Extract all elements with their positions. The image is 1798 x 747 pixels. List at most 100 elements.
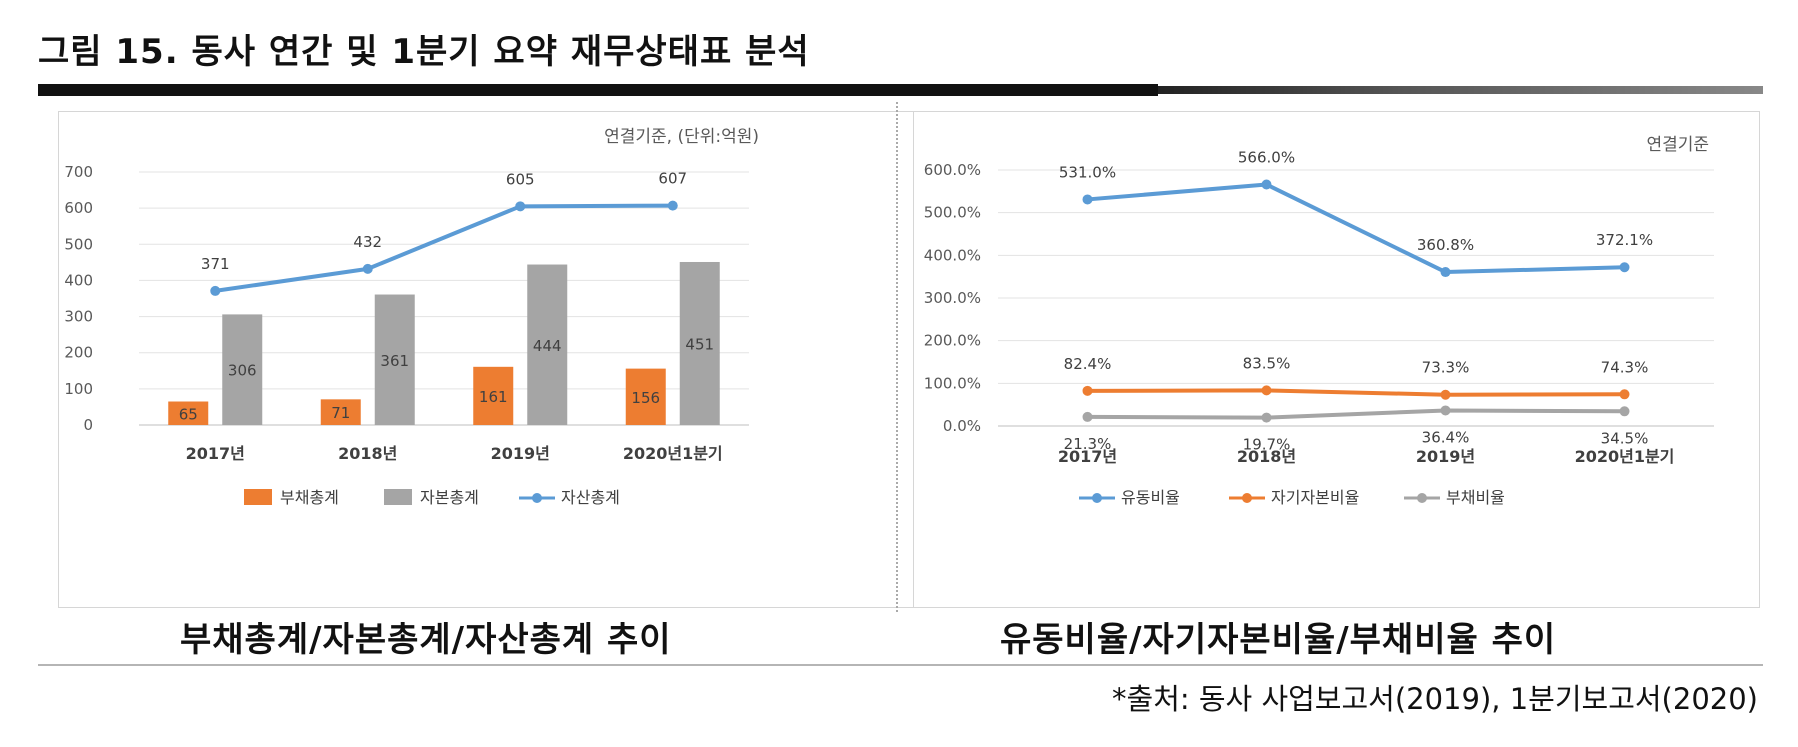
y-tick-label: 0.0% [943, 417, 981, 435]
y-tick-label: 300 [64, 308, 93, 326]
right-chart-title: 유동비율/자기자본비율/부채비율 추이 [1000, 620, 1557, 660]
line-point [210, 285, 221, 296]
title-rule [38, 84, 1763, 96]
bar [168, 401, 209, 425]
x-tick-label: 2019년 [491, 444, 550, 463]
line-point [1261, 385, 1272, 396]
series-line [1085, 182, 1627, 275]
legend-marker [1242, 493, 1252, 503]
left-chart-title: 부채총계/자본총계/자산총계 추이 [180, 620, 672, 660]
panel-divider [896, 102, 898, 612]
line-point [1082, 194, 1093, 205]
line-point [515, 201, 526, 212]
line-value-label: 73.3% [1422, 359, 1470, 377]
legend-marker [532, 493, 542, 503]
y-tick-label: 100.0% [924, 374, 981, 392]
bar [473, 366, 514, 425]
chart-note: 연결기준 [1646, 135, 1709, 155]
line-point [1440, 405, 1451, 416]
y-tick-label: 600.0% [924, 161, 981, 179]
line-point [1619, 389, 1630, 400]
line-point [1082, 385, 1093, 396]
line-point [1261, 412, 1272, 423]
line-value-label: 531.0% [1059, 163, 1116, 181]
line-value-label: 432 [353, 233, 382, 251]
x-tick-label: 2020년1분기 [623, 444, 723, 463]
legend-label: 부채총계 [280, 488, 339, 507]
liability-equity-asset-chart-panel: 연결기준, (단위:억원) 0 100 200 300 400 500 600 700 2017년… [58, 111, 915, 608]
bar [527, 264, 568, 425]
y-tick-label: 500 [64, 235, 93, 253]
series-line-total-assets [213, 203, 675, 293]
line-value-label: 82.4% [1064, 355, 1112, 373]
bar [625, 368, 666, 425]
line-value-label: 566.0% [1238, 149, 1295, 167]
legend-swatch [244, 489, 272, 505]
line-value-label: 83.5% [1243, 354, 1291, 372]
line-point [1261, 179, 1272, 190]
line-point [1619, 406, 1630, 417]
bar-value-label: 71 [331, 404, 350, 422]
bar [320, 399, 361, 425]
x-tick-label: 2018년 [338, 444, 397, 463]
line-value-label: 21.3% [1064, 435, 1112, 453]
y-tick-label: 0 [83, 416, 93, 434]
x-tick-label: 2017년 [186, 444, 245, 463]
series-line [1085, 408, 1627, 420]
y-tick-label: 400.0% [924, 246, 981, 264]
bar-value-label: 161 [479, 388, 508, 406]
bar-value-label: 65 [179, 405, 198, 423]
y-tick-label: 700 [64, 163, 93, 181]
line-value-label: 605 [506, 170, 535, 188]
bottom-rule [38, 664, 1763, 666]
x-tick-label: 2017년 [1058, 447, 1117, 466]
y-tick-label: 100 [64, 380, 93, 398]
line-value-label: 607 [658, 170, 687, 188]
y-tick-label: 600 [64, 199, 93, 217]
bar-value-label: 444 [533, 337, 562, 355]
legend-label: 유동비율 [1121, 488, 1180, 507]
ratio-chart: 연결기준 0.0% 100.0% 200.0% 300.0% 400.0% 500.0% 60… [924, 135, 1714, 507]
legend-label: 자본총계 [420, 488, 479, 507]
legend-label: 자산총계 [561, 488, 620, 507]
line-value-label: 74.3% [1601, 358, 1649, 376]
page-title: 그림 15. 동사 연간 및 1분기 요약 재무상태표 분석 [38, 32, 810, 72]
bar [679, 261, 720, 425]
x-tick-label: 2020년1분기 [1575, 447, 1675, 466]
y-tick-label: 200.0% [924, 332, 981, 350]
line-point [1082, 411, 1093, 422]
legend-label: 자기자본비율 [1271, 488, 1359, 507]
line-value-label: 36.4% [1422, 428, 1470, 446]
line-point [1619, 262, 1630, 273]
line-value-label: 360.8% [1417, 236, 1474, 254]
line-value-label: 19.7% [1243, 436, 1291, 454]
bar [374, 294, 415, 425]
liability-equity-asset-chart: 연결기준, (단위:억원) 0 100 200 300 400 500 600 700 2017년… [64, 127, 759, 507]
line-value-label: 372.1% [1596, 231, 1653, 249]
bar-value-label: 451 [685, 335, 714, 353]
x-tick-label: 2018년 [1237, 447, 1296, 466]
bar-value-label: 306 [228, 362, 257, 380]
bar [222, 314, 263, 425]
chart-note: 연결기준, (단위:억원) [604, 127, 759, 147]
legend-marker [1092, 493, 1102, 503]
bar-value-label: 361 [380, 352, 409, 370]
line-point [1440, 267, 1451, 278]
line-point [667, 200, 678, 211]
line-point [362, 263, 373, 274]
line-value-label: 371 [201, 255, 230, 273]
series-line [1085, 388, 1627, 397]
x-tick-label: 2019년 [1416, 447, 1475, 466]
y-tick-label: 300.0% [924, 289, 981, 307]
source-note: *출처: 동사 사업보고서(2019), 1분기보고서(2020) [1112, 682, 1758, 716]
legend-label: 부채비율 [1446, 488, 1505, 507]
bar-value-label: 156 [631, 389, 660, 407]
legend-marker [1417, 493, 1427, 503]
y-tick-label: 200 [64, 344, 93, 362]
line-value-label: 34.5% [1601, 429, 1649, 447]
legend-swatch [384, 489, 412, 505]
line-point [1440, 389, 1451, 400]
y-tick-label: 400 [64, 271, 93, 289]
ratio-chart-panel: 연결기준 0.0% 100.0% 200.0% 300.0% 400.0% 500.0% 60… [913, 111, 1760, 608]
y-tick-label: 500.0% [924, 204, 981, 222]
